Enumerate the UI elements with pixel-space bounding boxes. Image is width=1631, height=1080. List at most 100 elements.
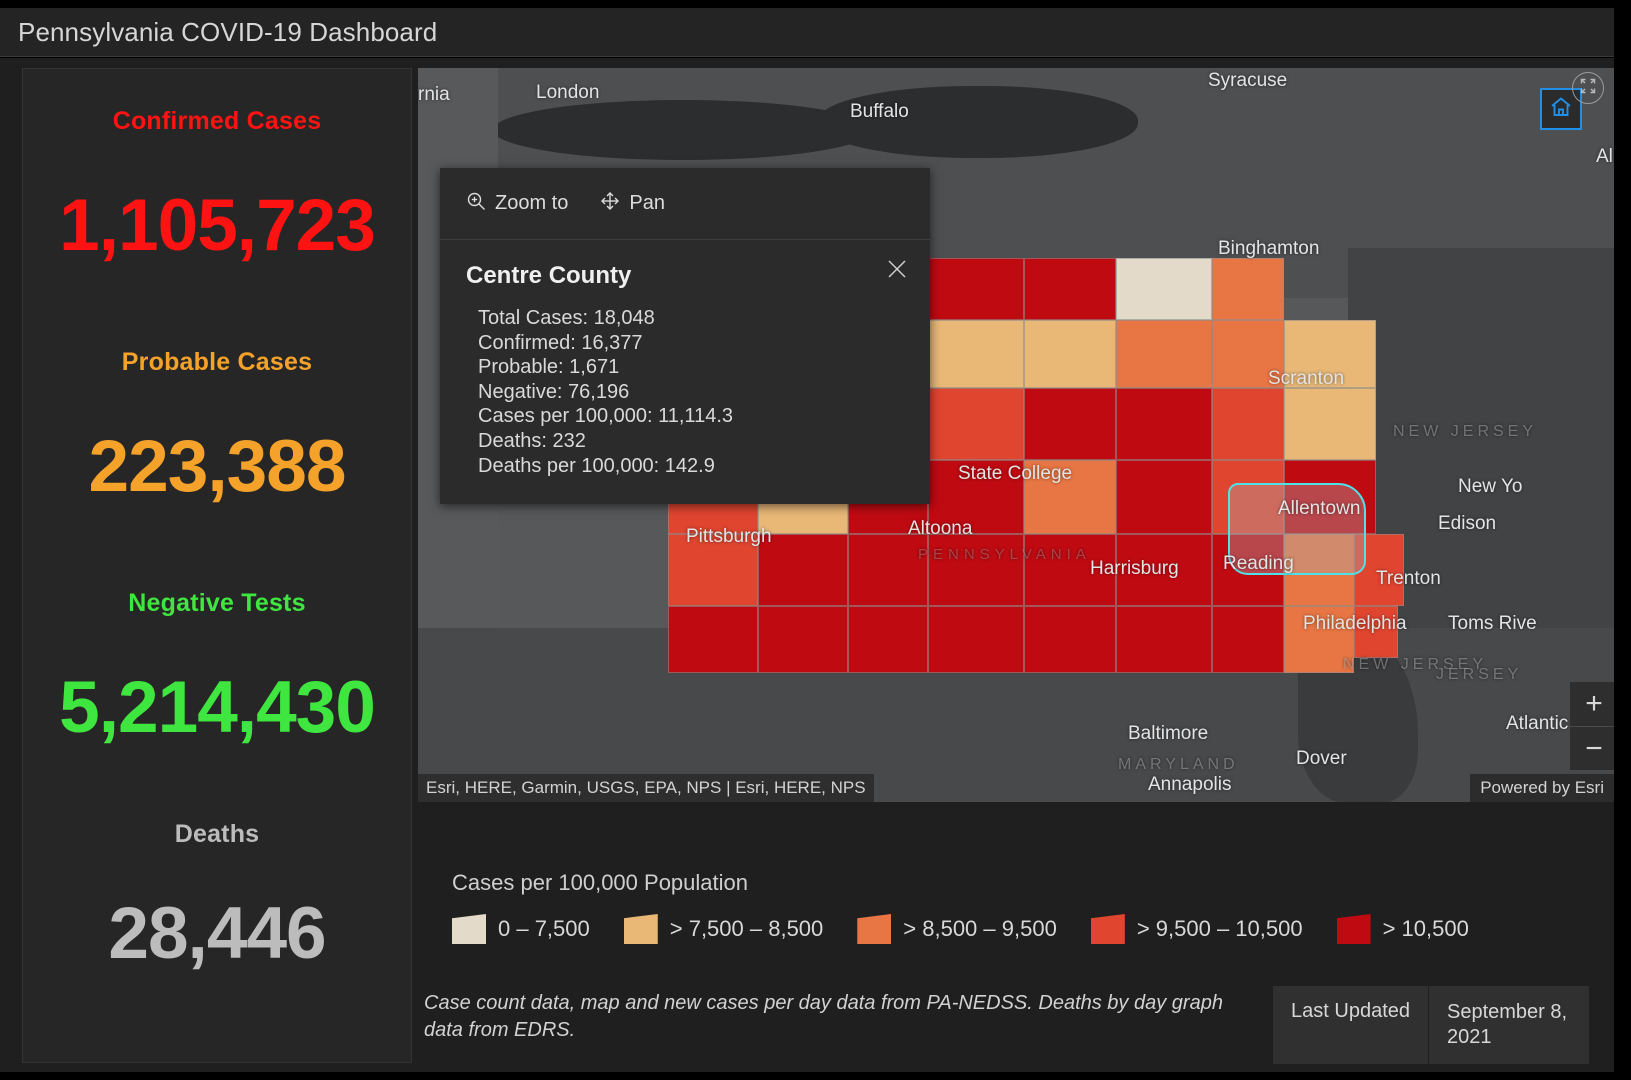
close-icon[interactable] <box>884 256 910 282</box>
county-cell[interactable] <box>928 388 1024 460</box>
dashboard-body: Confirmed Cases 1,105,723 Probable Cases… <box>0 58 1631 1072</box>
stat-negative-tests: Negative Tests 5,214,430 <box>23 589 411 748</box>
popup-stat-row: Cases per 100,000: 11,114.3 <box>478 405 733 428</box>
stat-probable-cases: Probable Cases 223,388 <box>23 348 411 507</box>
popup-stat-list: Total Cases: 18,048 Confirmed: 16,377 Pr… <box>466 306 904 478</box>
pan-label: Pan <box>629 192 665 214</box>
county-cell[interactable] <box>1024 320 1116 388</box>
legend-item[interactable]: > 7,500 – 8,500 <box>623 914 823 944</box>
county-cell[interactable] <box>848 606 928 673</box>
lake-shape-a <box>493 100 873 160</box>
popup-stat-row: Confirmed: 16,377 <box>478 331 643 354</box>
county-cell[interactable] <box>758 534 848 606</box>
legend-label: 0 – 7,500 <box>498 916 590 941</box>
county-cell[interactable] <box>1284 320 1376 388</box>
legend-swatch-icon <box>452 914 486 944</box>
zoom-to-label: Zoom to <box>495 192 569 214</box>
legend-swatch-icon <box>1336 914 1371 944</box>
county-cell[interactable] <box>1024 388 1116 460</box>
county-cell[interactable] <box>928 320 1024 388</box>
popup-action-bar: Zoom to <box>440 168 930 240</box>
county-cell[interactable] <box>1212 606 1284 673</box>
stat-value-probable: 223,388 <box>88 426 347 507</box>
pan-button[interactable]: Pan <box>600 191 665 217</box>
page-title: Pennsylvania COVID-19 Dashboard <box>18 16 438 47</box>
legend-label: > 10,500 <box>1382 916 1469 941</box>
county-cell[interactable] <box>1116 258 1212 320</box>
legend-label: > 8,500 – 9,500 <box>903 916 1057 941</box>
legend-item[interactable]: > 8,500 – 9,500 <box>857 914 1057 944</box>
zoom-to-button[interactable]: Zoom to <box>466 191 568 217</box>
stat-value-deaths: 28,446 <box>108 893 326 974</box>
feature-popup[interactable]: Zoom to <box>440 168 930 505</box>
popup-stat-row: Deaths per 100,000: 142.9 <box>478 454 715 477</box>
county-cell[interactable] <box>1116 320 1212 388</box>
stat-label-confirmed: Confirmed Cases <box>112 107 322 135</box>
county-cell[interactable] <box>1024 460 1116 534</box>
expand-icon <box>1579 77 1597 100</box>
last-updated-value: September 8, 2021 <box>1447 1001 1568 1048</box>
stat-value-negative: 5,214,430 <box>59 667 376 748</box>
legend-swatch-icon <box>1090 914 1125 944</box>
zoom-in-button[interactable]: + <box>1570 682 1614 726</box>
county-cell[interactable] <box>758 606 848 673</box>
county-cell[interactable] <box>928 534 1024 606</box>
zoom-in-icon <box>466 191 486 217</box>
stat-label-probable: Probable Cases <box>121 348 313 376</box>
legend-swatch-icon <box>623 914 658 944</box>
popup-body: Centre County Total Cases: 18,048 Confir… <box>440 240 930 504</box>
county-cell[interactable] <box>1024 258 1116 320</box>
legend-item[interactable]: 0 – 7,500 <box>452 914 590 944</box>
county-cell[interactable] <box>1284 606 1354 673</box>
county-cell[interactable] <box>1284 388 1376 460</box>
data-source-footnote: Case count data, map and new cases per d… <box>424 992 1223 1041</box>
pan-icon <box>600 191 620 217</box>
county-cell[interactable] <box>1116 388 1212 460</box>
county-cell[interactable] <box>928 460 1024 534</box>
county-cell[interactable] <box>1116 606 1212 673</box>
county-cell[interactable] <box>668 606 758 673</box>
county-cell[interactable] <box>1212 258 1284 320</box>
county-cell[interactable] <box>668 534 758 606</box>
stat-value-confirmed: 1,105,723 <box>59 185 376 266</box>
legend-item[interactable]: > 9,500 – 10,500 <box>1090 914 1303 944</box>
county-cell[interactable] <box>1024 534 1116 606</box>
last-updated-box: Last Updated September 8, 2021 <box>1273 986 1589 1064</box>
legend-swatch-icon <box>857 914 892 944</box>
county-cell[interactable] <box>1116 534 1212 606</box>
map-attribution: Esri, HERE, Garmin, USGS, EPA, NPS | Esr… <box>418 774 874 802</box>
stat-deaths: Deaths 28,446 <box>23 820 411 974</box>
last-updated-label: Last Updated <box>1273 986 1429 1064</box>
county-cell[interactable] <box>848 534 928 606</box>
stat-label-negative: Negative Tests <box>128 589 306 617</box>
lake-shape-b <box>818 86 1138 158</box>
popup-title: Centre County <box>466 262 632 289</box>
stat-label-deaths: Deaths <box>174 820 260 848</box>
zoom-out-button[interactable]: − <box>1570 726 1614 770</box>
county-cell[interactable] <box>1212 320 1284 388</box>
legend-title: Cases per 100,000 Population <box>452 870 748 895</box>
legend-item[interactable]: > 10,500 <box>1336 914 1469 944</box>
right-rail <box>1614 0 1631 1080</box>
stat-confirmed-cases: Confirmed Cases 1,105,723 <box>23 107 411 266</box>
county-cell-philadelphia[interactable] <box>1354 606 1398 658</box>
county-cell[interactable] <box>928 606 1024 673</box>
bottom-rail <box>0 1072 1631 1080</box>
zoom-controls[interactable]: + − <box>1570 682 1614 770</box>
powered-by-esri: Powered by Esri <box>1470 774 1614 802</box>
pa-counties-layer[interactable] <box>668 258 1518 673</box>
expand-button[interactable] <box>1572 72 1604 104</box>
county-cell[interactable] <box>1024 606 1116 673</box>
selected-county-centre[interactable] <box>1228 483 1366 575</box>
popup-stat-row: Probable: 1,671 <box>478 356 620 379</box>
legend-items: 0 – 7,500 > 7,500 – 8,500 > 8,500 – 9,50… <box>452 914 1512 944</box>
county-cell[interactable] <box>928 258 1024 320</box>
popup-stat-row: Deaths: 232 <box>478 429 586 452</box>
popup-stat-row: Total Cases: 18,048 <box>478 307 655 329</box>
map-view[interactable]: rnia London Buffalo Syracuse Binghamton … <box>418 68 1614 802</box>
legend-label: > 9,500 – 10,500 <box>1136 916 1303 941</box>
county-cell[interactable] <box>1212 388 1284 460</box>
county-cell[interactable] <box>1116 460 1212 534</box>
stats-panel: Confirmed Cases 1,105,723 Probable Cases… <box>22 68 412 1063</box>
